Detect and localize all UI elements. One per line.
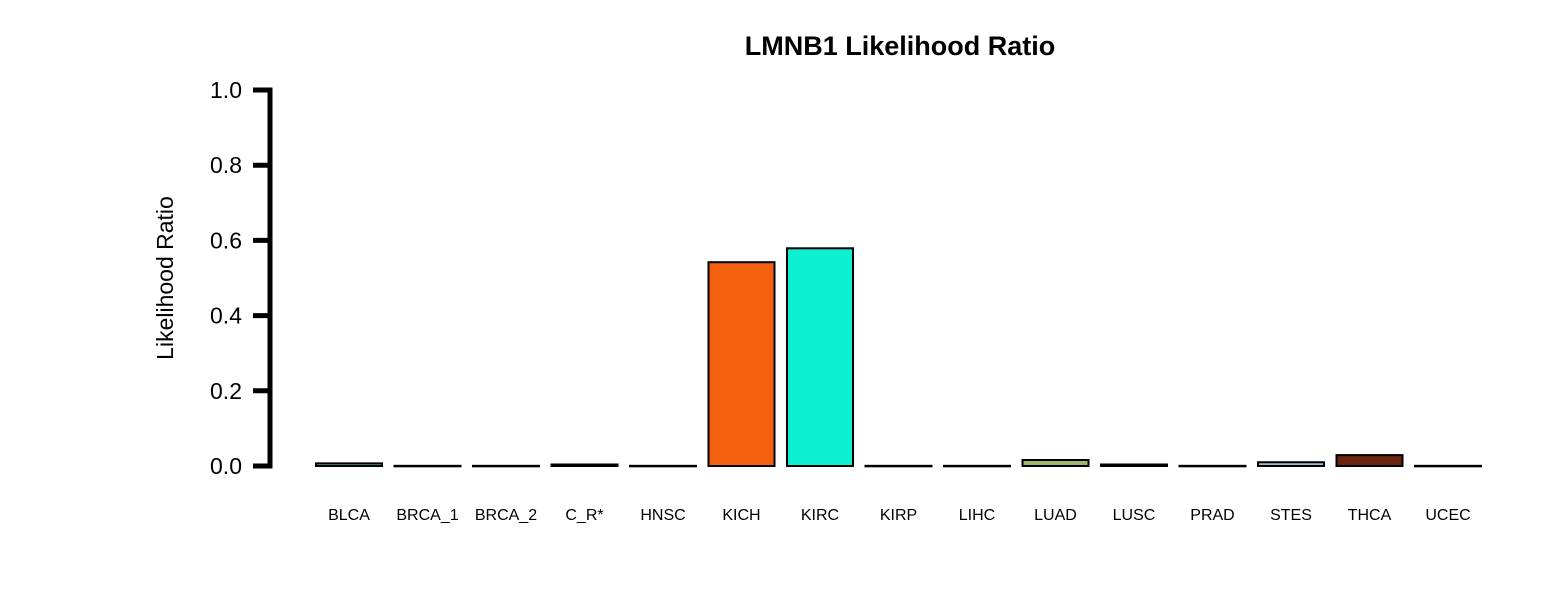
bar-thca	[1335, 454, 1404, 468]
bar-luad	[1021, 458, 1090, 468]
bar-prad	[1178, 464, 1247, 468]
x-tick-label: HNSC	[640, 507, 685, 524]
x-tick-label: LIHC	[959, 507, 995, 524]
y-tick-label: 0.6	[210, 227, 242, 253]
bar-stes	[1257, 461, 1325, 467]
y-tick-label: 1.0	[210, 77, 242, 103]
x-tick-label: PRAD	[1190, 507, 1234, 524]
y-tick-label: 0.0	[210, 453, 242, 479]
y-axis: 0.0 0.2 0.4 0.6 0.8 1.0	[210, 77, 273, 479]
x-tick-label: BLCA	[328, 507, 370, 524]
y-tick-label: 0.4	[210, 303, 242, 329]
bars-group	[315, 247, 1482, 468]
x-tick-labels: BLCA BRCA_1 BRCA_2 C_R* HNSC KICH KIRC KIRP LIHC…	[328, 507, 1471, 524]
bar-kirc	[786, 247, 854, 467]
bar-ucec	[1414, 464, 1482, 468]
x-tick-label: LUAD	[1034, 507, 1077, 524]
bar-c-r-	[550, 463, 619, 468]
y-tick-label: 0.8	[210, 152, 242, 178]
bar-blca	[315, 462, 383, 468]
x-tick-label: KIRP	[880, 507, 917, 524]
bar-brca-1	[393, 464, 462, 468]
bar-lihc	[943, 464, 1011, 468]
bar-hnsc	[629, 464, 697, 468]
x-tick-label: BRCA_2	[475, 507, 537, 524]
x-tick-label: STES	[1270, 507, 1312, 524]
x-tick-label: LUSC	[1113, 507, 1156, 524]
x-tick-label: KIRC	[801, 507, 839, 524]
x-tick-label: C_R*	[565, 507, 603, 524]
y-axis-label: Likelihood Ratio	[152, 196, 178, 360]
x-tick-label: BRCA_1	[396, 507, 458, 524]
bar-brca-2	[472, 464, 540, 468]
x-tick-label: KICH	[722, 507, 760, 524]
x-tick-label: THCA	[1348, 507, 1392, 524]
bar-kich	[707, 261, 776, 468]
bar-kirp	[864, 464, 933, 468]
bar-lusc	[1100, 463, 1168, 468]
x-tick-label: UCEC	[1425, 507, 1470, 524]
chart-title: LMNB1 Likelihood Ratio	[745, 31, 1056, 61]
y-tick-label: 0.2	[210, 378, 242, 404]
